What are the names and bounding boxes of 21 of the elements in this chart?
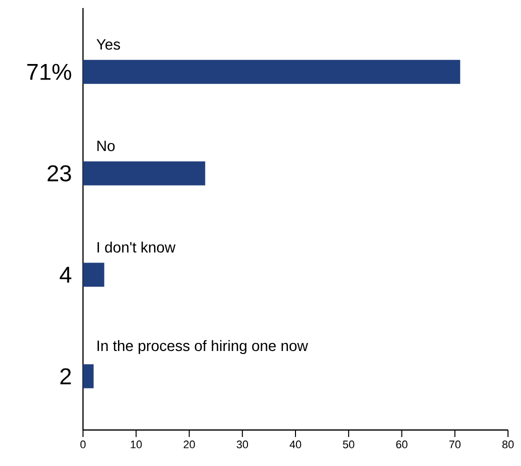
x-tick-label: 20 [184, 440, 195, 448]
x-tick-label: 70 [449, 440, 461, 448]
data-label: 4 [60, 266, 72, 283]
bar [83, 60, 460, 84]
data-label: 2 [60, 368, 71, 384]
x-tick-label: 60 [396, 440, 408, 448]
x-tick-label: 80 [502, 440, 514, 448]
y-tick-label: No [97, 140, 115, 152]
x-tick-label: 30 [236, 440, 248, 448]
data-label: 23 [48, 165, 71, 182]
y-tick-label: Yes [96, 39, 120, 50]
bar [83, 262, 104, 287]
x-tick-label: 10 [130, 440, 142, 448]
bar [83, 161, 206, 186]
bar [83, 364, 94, 388]
y-tick-label: I don't know [98, 242, 176, 253]
x-tick-label: 50 [342, 440, 354, 448]
y-tick-label: In the process of hiring one now [98, 340, 308, 354]
data-label: 71% [27, 64, 72, 80]
x-tick-label: 0 [80, 440, 86, 448]
x-tick-label: 40 [290, 440, 302, 448]
